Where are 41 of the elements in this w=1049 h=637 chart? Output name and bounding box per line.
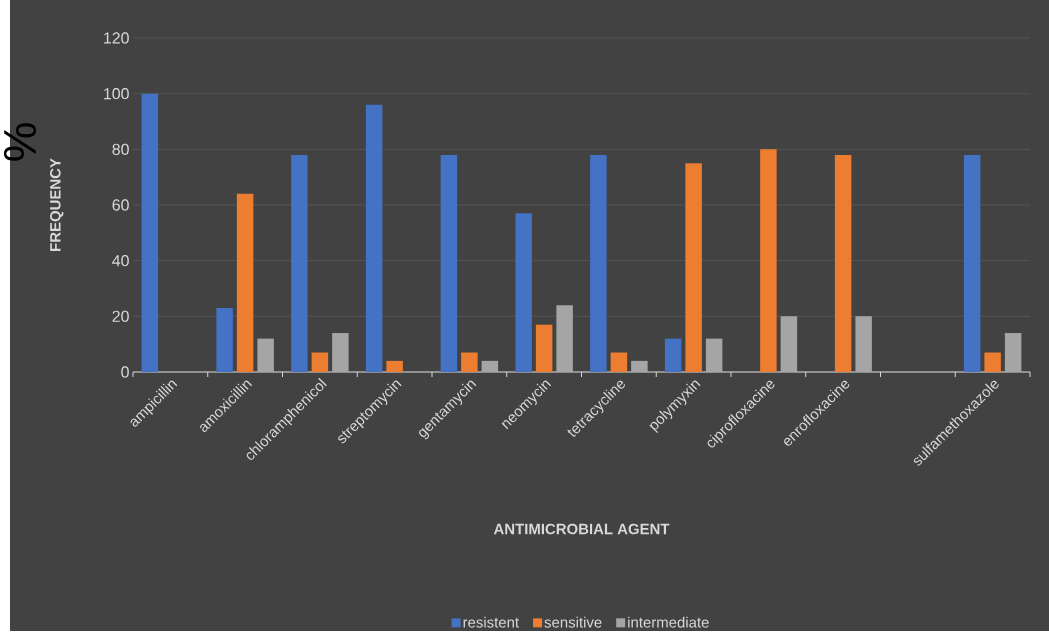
bar (461, 352, 478, 372)
x-axis-title: ANTIMICROBIAL AGENT (493, 523, 670, 535)
bar (556, 305, 573, 372)
bar (440, 154, 458, 372)
y-tick-label: 60 (112, 199, 129, 211)
legend-label: intermediate (628, 616, 709, 628)
bar (535, 324, 553, 372)
bar (141, 93, 159, 372)
bar (216, 307, 233, 372)
bar (236, 193, 254, 372)
bar (1004, 333, 1022, 372)
bar (760, 149, 777, 372)
bar (780, 316, 798, 372)
bar (311, 352, 329, 372)
bar (365, 104, 383, 372)
y-tick-label: 80 (112, 143, 129, 155)
bar (590, 154, 607, 372)
bar (963, 154, 981, 372)
bar (631, 360, 648, 372)
bar (515, 213, 532, 372)
text: % (3, 123, 37, 161)
bar (705, 338, 723, 372)
legend-label: sensitive (544, 616, 602, 628)
bar (685, 163, 702, 372)
bar (855, 316, 872, 372)
bar (984, 352, 1001, 372)
y-tick-label: 0 (121, 366, 129, 378)
y-axis-title: FREQUENCY (50, 158, 64, 251)
y-tick-label: 20 (112, 310, 129, 322)
bar (386, 360, 403, 372)
bar (481, 360, 499, 372)
legend-label: resistent (463, 616, 519, 628)
bar (664, 338, 682, 372)
y-tick-label: 120 (104, 32, 129, 44)
bar (610, 352, 628, 372)
y-tick-label: 40 (112, 255, 129, 267)
bar (291, 154, 308, 372)
bar (257, 338, 274, 372)
bar (332, 333, 349, 372)
y-tick-label: 100 (104, 88, 129, 100)
bar (834, 154, 852, 372)
